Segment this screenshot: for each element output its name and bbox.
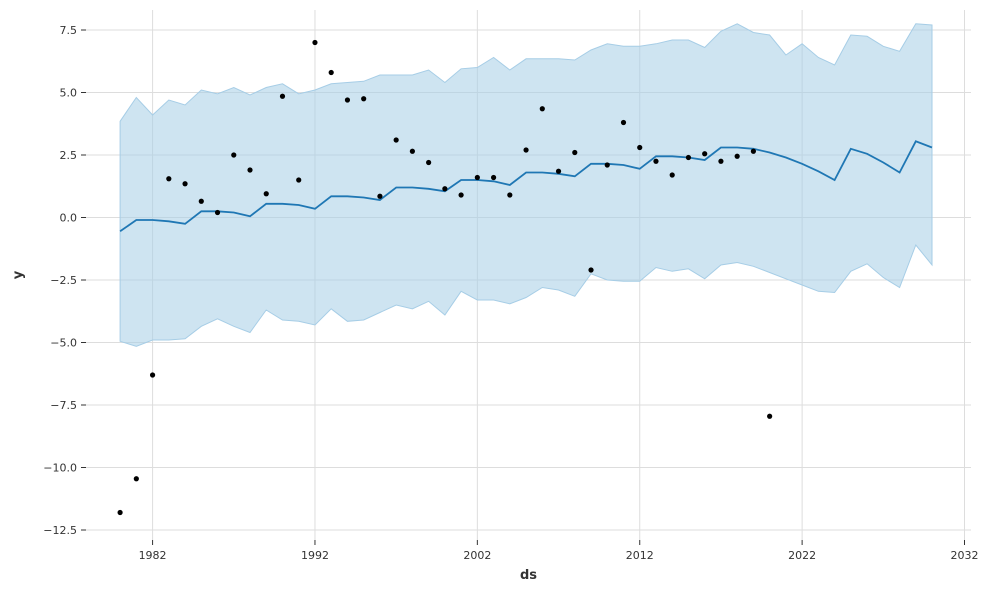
data-point [149, 372, 156, 378]
x-tick-label: 2012 [626, 549, 654, 562]
data-point [393, 137, 399, 143]
data-point [718, 158, 724, 164]
x-tick-label: 2022 [788, 549, 816, 562]
data-point [409, 148, 415, 154]
data-point [750, 148, 757, 154]
data-point [555, 168, 562, 174]
data-point [702, 151, 708, 157]
data-point [653, 158, 659, 164]
y-tick-label: 2.5 [60, 149, 78, 162]
data-point [637, 144, 643, 151]
data-point [263, 191, 269, 197]
y-tick-label: 5.0 [60, 87, 78, 100]
data-point [328, 69, 334, 76]
data-point [588, 267, 594, 273]
data-point [198, 198, 204, 204]
x-tick-label: 2032 [951, 549, 979, 562]
data-point [133, 476, 139, 482]
data-point [458, 192, 464, 198]
x-axis-ticks: 1982 1992 2002 2012 2022 2032 [139, 540, 979, 562]
y-tick-label: −5.0 [50, 337, 77, 350]
data-point [361, 96, 367, 102]
x-tick-label: 1982 [139, 549, 167, 562]
y-axis-ticks: 7.5 5.0 2.5 0.0 −2.5 −5.0 −7.5 −10.0 −12.5 [43, 24, 86, 537]
data-point [523, 147, 529, 153]
y-axis-label: y [11, 270, 26, 279]
data-point [166, 176, 172, 182]
data-point [214, 209, 221, 216]
y-tick-label: −2.5 [50, 274, 77, 287]
data-point [669, 172, 675, 178]
y-tick-label: −10.0 [43, 462, 77, 475]
data-point [507, 192, 513, 198]
data-point [685, 154, 692, 161]
data-point [474, 174, 480, 181]
data-point [296, 177, 302, 183]
x-axis-label: ds [520, 568, 537, 583]
data-point [344, 97, 351, 103]
data-point [117, 509, 123, 516]
data-point [442, 186, 448, 192]
y-tick-label: 7.5 [60, 24, 78, 37]
data-point [247, 167, 253, 173]
data-point [490, 174, 497, 181]
data-point [312, 39, 318, 46]
observed-points [117, 39, 773, 516]
x-tick-label: 2002 [463, 549, 491, 562]
data-point [231, 152, 237, 158]
data-point [539, 106, 545, 112]
uncertainty-interval [119, 23, 933, 347]
data-point [377, 193, 383, 199]
data-point [767, 413, 773, 419]
data-point [734, 153, 740, 159]
forecast-line [119, 140, 933, 233]
data-point [620, 119, 627, 126]
y-tick-label: −7.5 [50, 399, 77, 412]
data-point [279, 93, 286, 99]
y-tick-label: 0.0 [60, 212, 78, 225]
data-point [604, 162, 610, 168]
data-point [182, 181, 188, 187]
data-point [572, 149, 578, 156]
y-tick-label: −12.5 [43, 524, 77, 537]
data-point [426, 159, 432, 166]
x-tick-label: 1992 [301, 549, 329, 562]
